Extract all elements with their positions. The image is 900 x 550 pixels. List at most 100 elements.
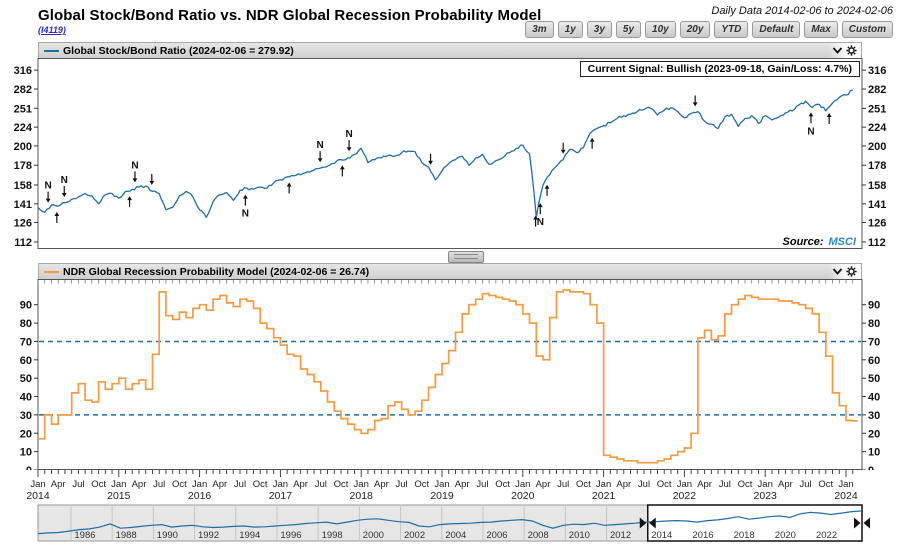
svg-text:90: 90 [868,300,880,312]
signal-annotation: N [345,129,353,152]
svg-text:Oct: Oct [414,479,429,490]
svg-text:70: 70 [868,336,880,348]
date-range-label: Daily Data 2014-02-06 to 2024-02-06 [711,5,893,17]
svg-text:Jan: Jan [192,479,207,490]
svg-text:141: 141 [14,199,32,211]
svg-text:2018: 2018 [734,530,755,541]
msci-link[interactable]: MSCI [828,236,857,248]
settings-gear-icon[interactable] [846,266,857,277]
svg-text:Jan: Jan [677,479,692,490]
svg-text:2021: 2021 [592,490,616,502]
stock-bond-ratio-chart[interactable]: 316 316 282 282 251 251 224 224 200 200 178 178 158 1… [0,58,900,250]
source-label: Source: MSCI [783,236,856,248]
svg-text:2024: 2024 [834,490,858,502]
svg-text:2016: 2016 [692,530,713,541]
signal-annotation [286,182,292,194]
stock-bond-ratio-line [37,89,853,218]
range-button-5y[interactable]: 5y [615,21,642,38]
svg-text:2010: 2010 [569,530,590,541]
chart-id-link[interactable]: (I4119) [38,25,66,35]
svg-text:1994: 1994 [239,530,260,541]
svg-text:60: 60 [868,355,880,367]
signal-annotation: N [44,181,52,203]
signal-annotation [589,137,595,149]
range-handle-left[interactable] [639,517,656,529]
range-button-10y[interactable]: 10y [645,21,676,38]
recession-model-chart[interactable]: 90 90 80 80 70 70 60 60 50 50 40 40 30 30 20 20 10 10 0 0 [0,279,900,470]
svg-text:Jul: Jul [719,479,731,490]
svg-text:Jan: Jan [273,479,288,490]
svg-text:Jan: Jan [354,479,369,490]
svg-text:80: 80 [868,318,880,330]
svg-text:Jan: Jan [758,479,773,490]
bottom-plot-area [37,279,863,470]
svg-text:Apr: Apr [51,479,66,490]
svg-text:20: 20 [20,428,32,440]
svg-text:N: N [807,126,814,137]
svg-text:10: 10 [868,447,880,459]
svg-text:Oct: Oct [334,479,349,490]
mini-overview-chart[interactable]: 1986 1988 1990 1992 1994 1996 1998 2000 2002 2004… [0,504,900,544]
svg-text:40: 40 [20,392,32,404]
signal-annotation: N [131,160,139,183]
range-button-max[interactable]: Max [804,21,838,38]
svg-text:0: 0 [26,465,32,470]
range-button-default[interactable]: Default [752,21,801,38]
svg-text:N: N [317,140,324,151]
svg-text:1988: 1988 [116,530,137,541]
collapse-chevron-icon[interactable] [832,46,843,55]
svg-text:2018: 2018 [350,490,374,502]
svg-text:0: 0 [868,465,874,470]
signal-annotation [544,184,550,196]
svg-text:70: 70 [20,336,32,348]
svg-text:2020: 2020 [775,530,796,541]
svg-text:50: 50 [20,373,32,385]
svg-text:60: 60 [20,355,32,367]
svg-text:2000: 2000 [363,530,384,541]
signal-annotation: N [317,140,324,163]
signal-annotation [127,196,132,208]
svg-text:Oct: Oct [576,479,591,490]
svg-text:178: 178 [868,160,886,172]
svg-text:Jan: Jan [111,479,126,490]
svg-text:251: 251 [14,103,32,115]
svg-text:200: 200 [868,141,886,153]
svg-text:1996: 1996 [280,530,301,541]
svg-text:Jul: Jul [315,479,327,490]
top-plot-area [37,58,863,249]
range-button-custom[interactable]: Custom [841,21,893,38]
legend-swatch-orange [44,270,59,273]
settings-gear-icon[interactable] [846,45,857,56]
svg-text:2023: 2023 [754,490,778,502]
svg-text:Oct: Oct [91,479,106,490]
svg-text:141: 141 [868,199,886,211]
svg-text:40: 40 [868,392,880,404]
x-axis: Jan Apr Jul Oct Jan Apr Jul Oct Jan Apr Jul Oct Jan A… [26,470,858,502]
svg-text:N: N [345,129,352,140]
svg-text:1998: 1998 [322,530,343,541]
page-title: Global Stock/Bond Ratio vs. NDR Global R… [38,7,542,24]
range-button-20y[interactable]: 20y [679,21,711,38]
range-button-3m[interactable]: 3m [525,21,554,38]
signal-annotation [54,211,60,223]
svg-text:2004: 2004 [445,530,466,541]
range-button-3y[interactable]: 3y [586,21,612,38]
overview-selection-window[interactable] [647,504,863,542]
signal-annotation: N [537,203,544,228]
svg-text:2022: 2022 [816,530,837,541]
range-button-ytd[interactable]: YTD [714,21,749,38]
svg-text:1990: 1990 [157,530,178,541]
range-buttons: 3m 1y 3y 5y 10y 20y YTD Default Max Custom [525,21,893,38]
signal-annotation [533,215,538,227]
collapse-chevron-icon[interactable] [832,267,843,276]
svg-text:Apr: Apr [616,479,631,490]
svg-text:N: N [61,175,68,186]
current-signal-box: Current Signal: Bullish (2023-09-18, Gai… [579,61,860,77]
range-button-1y[interactable]: 1y [557,21,583,38]
svg-text:N: N [537,217,544,228]
range-handle-right[interactable] [854,517,870,529]
chart-splitter-handle[interactable] [448,251,484,263]
svg-text:Oct: Oct [818,479,833,490]
svg-text:126: 126 [868,217,886,229]
svg-text:2014: 2014 [651,530,672,541]
